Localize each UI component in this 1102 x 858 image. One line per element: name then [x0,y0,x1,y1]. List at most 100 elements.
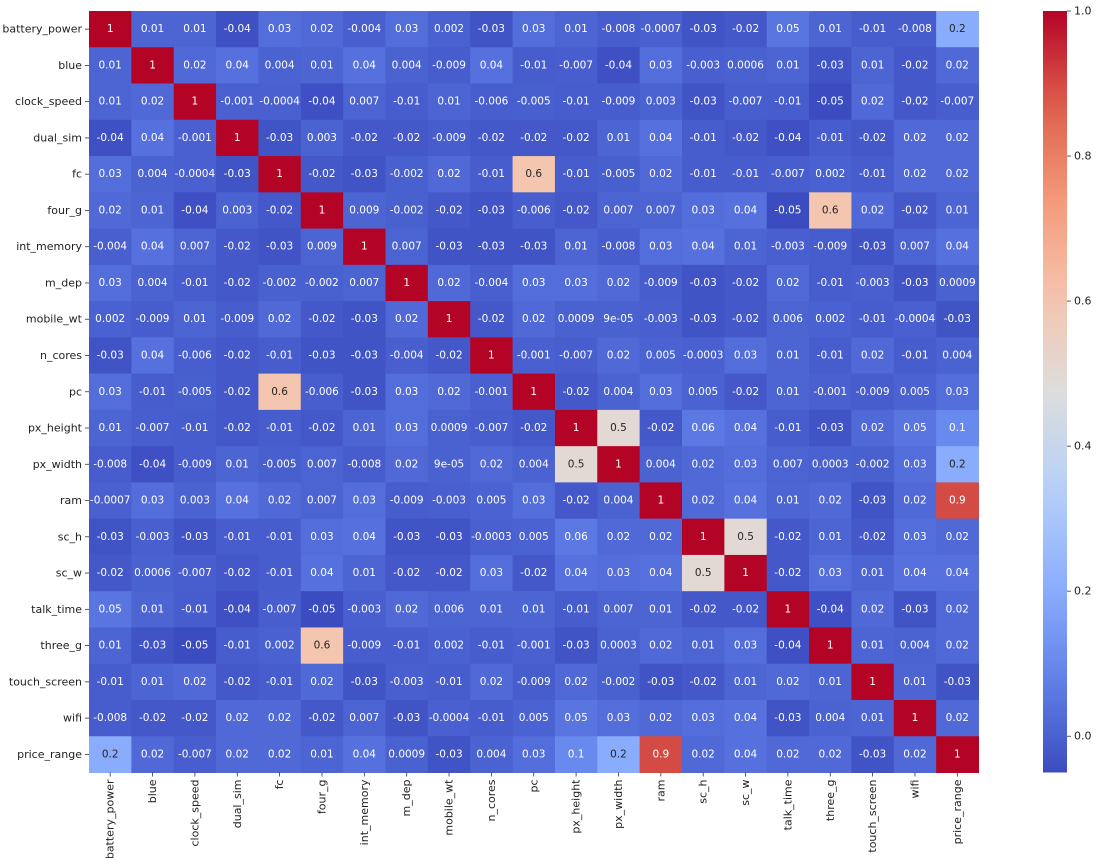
y-tick-label-ram: ram [60,494,82,507]
y-tick-label-sc_w: sc_w [56,567,82,580]
cell-value-label: -0.003 [856,277,890,289]
cell-value-label: -0.001 [517,349,551,361]
cell-value-label: 0.05 [903,422,926,434]
cell-value-label: 0.01 [98,59,121,71]
heatmap-cell-n_cores-touch_screen [851,337,895,375]
cell-value-label: -0.02 [478,132,505,144]
colorbar: 0.0 0.2 0.4 0.6 0.8 1.0 [1043,5,1092,773]
heatmap-cell-price_range-dual_sim [216,736,259,773]
cell-value-label: 0.02 [607,277,630,289]
heatmap-cell-fc-fc [258,156,302,193]
heatmap-cell-talk_time-m_dep [385,591,429,628]
heatmap-cell-sc_h-px_height [554,518,598,556]
cell-value-label: 0.5 [610,422,627,434]
cell-value-label: -0.009 [602,96,636,108]
heatmap-cell-touch_screen-wifi [893,663,937,701]
heatmap-cell-px_width-price_range [936,446,979,483]
heatmap-cell-px_width-px_width [597,446,641,483]
cell-value-label: 0.007 [349,277,379,289]
heatmap-cell-px_height-m_dep [385,409,429,447]
cell-value-label: -0.009 [432,59,466,71]
cell-value-label: 0.0009 [431,422,468,434]
heatmap-cell-sc_w-int_memory [343,554,386,592]
cell-value-label: -0.02 [224,386,251,398]
heatmap-cell-four_g-pc [512,192,556,230]
cell-value-label: 0.002 [815,313,845,325]
heatmap-cell-n_cores-px_width [597,337,641,375]
cell-value-label: 0.003 [222,204,252,216]
cell-value-label: 1 [954,748,961,760]
cell-value-label: 1 [700,531,707,543]
y-tick-label-talk_time: talk_time [31,603,82,616]
cell-value-label: -0.009 [813,241,847,253]
cell-value-label: 0.9 [652,748,669,760]
cell-value-label: -0.03 [901,277,928,289]
heatmap-cell-battery_power-dual_sim [216,11,259,48]
cell-value-label: -0.01 [859,23,886,35]
cell-value-label: 0.02 [268,495,291,507]
cell-value-label: -0.03 [859,748,886,760]
heatmap-cell-dual_sim-sc_h [682,119,725,157]
cell-value-label: 0.04 [649,132,673,144]
cell-value-label: -0.01 [181,277,208,289]
heatmap-cell-pc-blue [131,373,175,411]
cell-value-label: -0.02 [435,204,462,216]
heatmap-cell-px_height-ram [639,409,683,447]
heatmap-cell-touch_screen-three_g [809,663,852,701]
cell-value-label: 0.02 [98,204,121,216]
heatmap-cell-mobile_wt-wifi [893,301,937,338]
heatmap-cell-three_g-price_range [936,627,979,665]
heatmap-cell-four_g-touch_screen [851,192,895,230]
cell-value-label: 0.5 [568,458,585,470]
heatmap-cell-sc_w-touch_screen [851,554,895,592]
cell-value-label: -0.02 [224,676,251,688]
heatmap-cell-sc_h-sc_w [724,518,768,556]
heatmap-cell-clock_speed-dual_sim [216,83,259,121]
cell-value-label: 0.01 [819,531,842,543]
cell-value-label: 0.01 [226,458,249,470]
heatmap-cell-px_height-px_width [597,409,641,447]
heatmap-cell-sc_w-n_cores [470,554,514,592]
cell-value-label: 0.0006 [134,567,171,579]
heatmap-cell-sc_h-four_g [300,518,344,556]
heatmap-cell-blue-wifi [893,47,937,85]
heatmap-cell-touch_screen-px_width [597,663,641,701]
heatmap-cell-sc_h-price_range [936,518,979,556]
heatmap-cell-sc_h-mobile_wt [427,518,471,556]
heatmap-cell-clock_speed-int_memory [343,83,386,121]
cell-value-label: -0.03 [901,603,928,615]
cell-value-label: 0.004 [603,495,633,507]
cell-value-label: 0.01 [819,23,842,35]
cell-value-label: 1 [657,495,664,507]
cell-value-label: -0.02 [859,531,886,543]
heatmap-cell-price_range-ram [639,736,683,773]
heatmap-cell-touch_screen-int_memory [343,663,386,701]
cell-value-label: 1 [573,422,580,434]
cell-value-label: -0.01 [774,96,801,108]
cell-value-label: -0.02 [308,712,335,724]
heatmap-cell-talk_time-dual_sim [216,591,259,628]
cell-value-label: 0.6 [314,640,331,652]
heatmap-cell-four_g-mobile_wt [427,192,471,230]
cell-value-label: -0.05 [817,96,844,108]
cell-value-label: -0.002 [263,277,297,289]
heatmap-cell-fc-int_memory [343,156,386,193]
heatmap-cell-mobile_wt-ram [639,301,683,338]
cell-value-label: 1 [276,168,283,180]
cell-value-label: -0.01 [563,168,590,180]
heatmap-cell-battery_power-fc [258,11,302,48]
heatmap-cell-fc-talk_time [766,156,810,193]
cell-value-label: -0.02 [690,603,717,615]
heatmap-cell-pc-int_memory [343,373,386,411]
cell-value-label: -0.002 [390,204,424,216]
cell-value-label: 0.02 [946,603,969,615]
heatmap-cell-ram-price_range [936,482,979,520]
cell-value-label: 0.03 [691,712,714,724]
heatmap-cell-fc-clock_speed [173,156,217,193]
heatmap-cell-pc-px_width [597,373,641,411]
heatmap-cell-mobile_wt-clock_speed [173,301,217,338]
heatmap-cell-sc_w-ram [639,554,683,592]
heatmap-cell-ram-int_memory [343,482,386,520]
heatmap-cell-mobile_wt-sc_h [682,301,725,338]
cell-value-label: -0.009 [220,313,254,325]
